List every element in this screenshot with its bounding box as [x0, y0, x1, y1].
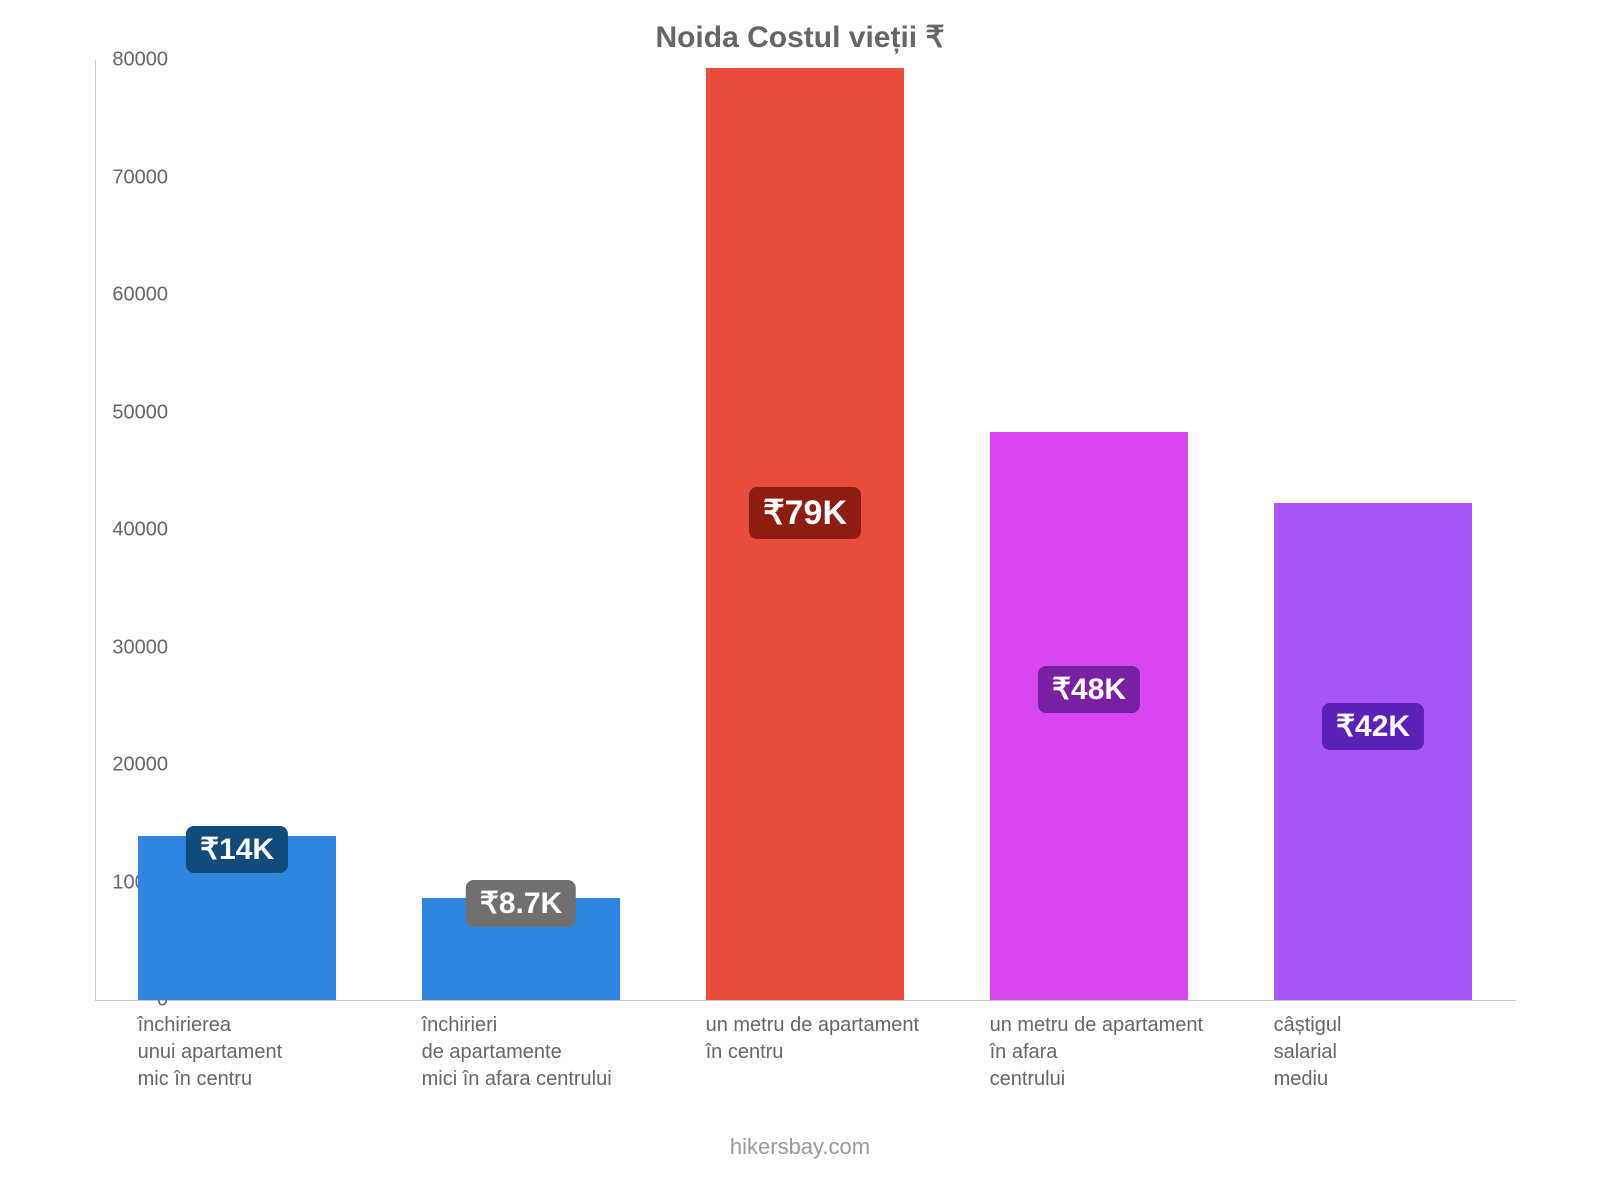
y-tick-label: 50000 [112, 401, 168, 424]
x-axis-label: un metru de apartament în centru [706, 1012, 919, 1066]
value-badge: ₹79K [749, 487, 861, 539]
bar [990, 432, 1189, 1000]
x-axis-label: închirieri de apartamente mici în afara … [422, 1012, 612, 1093]
value-badge: ₹48K [1038, 666, 1140, 713]
value-badge: ₹8.7K [466, 880, 576, 927]
y-tick-label: 60000 [112, 284, 168, 307]
attribution-text: hikersbay.com [0, 1134, 1600, 1160]
chart-title: Noida Costul vieții ₹ [0, 20, 1600, 55]
x-axis-label: câștigul salarial mediu [1274, 1012, 1342, 1093]
bar [1274, 503, 1473, 1000]
chart-container: Noida Costul vieții ₹ 010000200003000040… [0, 0, 1600, 1200]
y-tick-label: 40000 [112, 519, 168, 542]
x-axis-label: un metru de apartament în afara centrulu… [990, 1012, 1203, 1093]
y-tick-label: 80000 [112, 49, 168, 72]
y-tick-label: 70000 [112, 166, 168, 189]
y-tick-label: 20000 [112, 754, 168, 777]
value-badge: ₹14K [186, 826, 288, 873]
x-axis-label: închirierea unui apartament mic în centr… [138, 1012, 283, 1093]
y-tick-label: 30000 [112, 636, 168, 659]
value-badge: ₹42K [1322, 703, 1424, 750]
